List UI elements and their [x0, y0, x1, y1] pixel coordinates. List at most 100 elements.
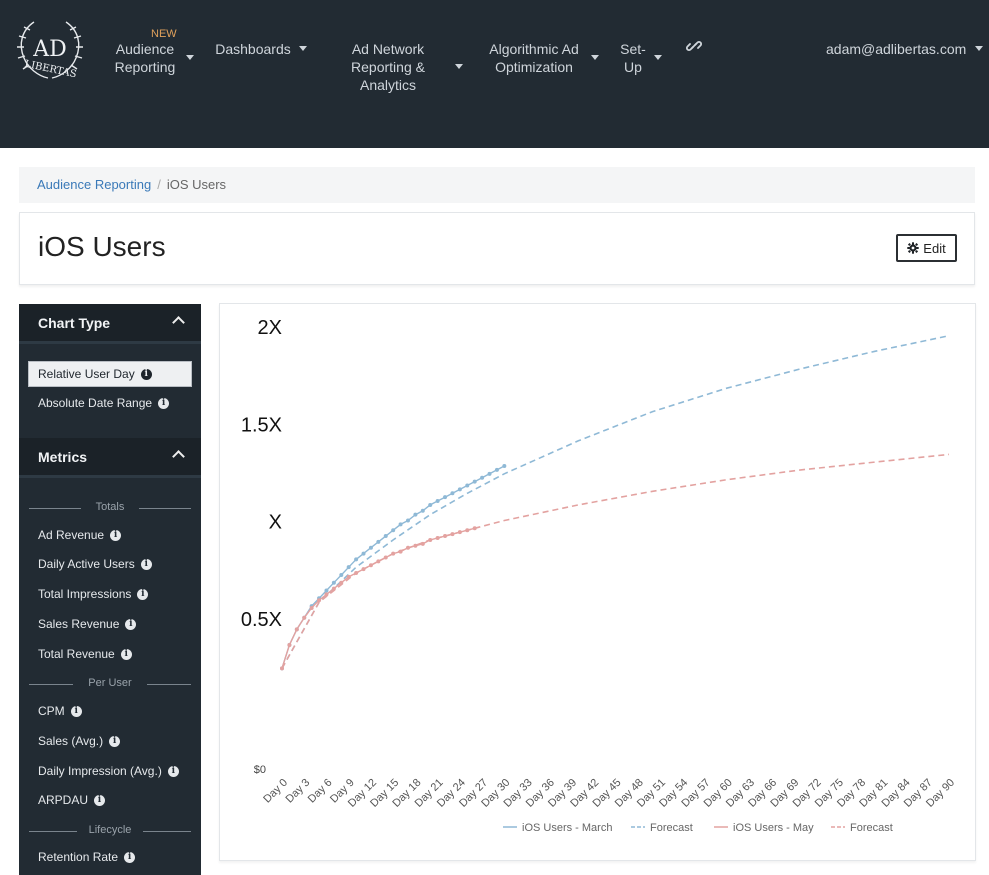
caret-down-icon[interactable] — [299, 46, 307, 51]
divider-line — [29, 831, 77, 832]
laurel-icon — [17, 21, 83, 79]
chart-type-absolute-date-range[interactable]: Absolute Date Range i — [38, 396, 170, 410]
metric-arpdau[interactable]: ARPDAU i — [38, 793, 106, 807]
nav-audience-reporting[interactable]: Audience Reporting — [113, 40, 177, 76]
data-point — [487, 471, 492, 476]
divider-line — [147, 684, 191, 685]
edit-button-label: Edit — [923, 240, 946, 256]
metric-total-impressions[interactable]: Total Impressions i — [38, 587, 149, 601]
metrics-section-header[interactable]: Metrics — [19, 438, 201, 478]
info-icon[interactable]: i — [110, 529, 122, 541]
y-tick-label: X — [269, 512, 282, 534]
data-point — [435, 499, 440, 504]
caret-down-icon[interactable] — [455, 64, 463, 69]
caret-down-icon[interactable] — [975, 46, 983, 51]
chart-type-section-header[interactable]: Chart Type — [19, 304, 201, 344]
data-point — [502, 464, 507, 469]
divider-line — [143, 831, 191, 832]
nav-item-label-line: Reporting & — [351, 59, 425, 75]
info-icon[interactable]: i — [109, 735, 121, 747]
caret-down-icon[interactable] — [591, 55, 599, 60]
data-point — [420, 508, 425, 513]
metric-cpm[interactable]: CPM i — [38, 704, 82, 718]
y-tick-label: 2X — [258, 317, 282, 339]
group-divider-lifecycle: Lifecycle — [29, 824, 191, 838]
info-icon[interactable]: i — [125, 618, 137, 630]
legend-label: iOS Users - March — [522, 822, 612, 834]
series-line — [281, 465, 505, 669]
legend-label: Forecast — [850, 822, 893, 834]
info-icon[interactable]: i — [94, 794, 106, 806]
metric-daily-active-users[interactable]: Daily Active Users i — [38, 557, 152, 571]
y-tick-label: $0 — [254, 764, 266, 776]
group-divider-totals: Totals — [29, 501, 191, 515]
group-divider-per-user: Per User — [29, 677, 191, 691]
divider-line — [29, 508, 81, 509]
nav-item-label-line: Analytics — [359, 77, 417, 93]
data-point — [472, 479, 477, 484]
data-point — [361, 551, 366, 556]
info-icon[interactable]: i — [70, 705, 82, 717]
y-tick-label: 0.5X — [241, 609, 282, 631]
nav-item-label-line: Dashboards — [215, 41, 291, 57]
metric-daily-impression-avg[interactable]: Daily Impression (Avg.) i — [38, 764, 179, 778]
info-icon[interactable]: i — [140, 558, 152, 570]
data-point — [450, 532, 455, 537]
info-icon[interactable]: i — [167, 765, 179, 777]
nav-algorithmic-ad-optimization[interactable]: Algorithmic Ad Optimization — [484, 40, 584, 76]
nav-dashboards[interactable]: Dashboards — [214, 40, 292, 58]
metric-label: Ad Revenue — [38, 528, 105, 542]
data-point — [494, 467, 499, 472]
x-tick-label: Day 0 — [261, 777, 290, 806]
gear-icon — [907, 242, 919, 254]
data-point — [450, 491, 455, 496]
caret-down-icon[interactable] — [186, 55, 194, 60]
x-tick-label: Day 6 — [306, 777, 335, 806]
metric-sales-revenue[interactable]: Sales Revenue i — [38, 617, 137, 631]
data-point — [368, 545, 373, 550]
breadcrumb-separator: / — [157, 177, 161, 192]
data-point — [317, 598, 322, 603]
metric-total-revenue[interactable]: Total Revenue i — [38, 647, 132, 661]
nav-ad-network-reporting[interactable]: Ad Network Reporting & Analytics — [345, 40, 431, 94]
metric-retention-rate[interactable]: Retention Rate i — [38, 850, 136, 864]
caret-down-icon[interactable] — [654, 55, 662, 60]
nav-item-label-line: Ad Network — [351, 41, 425, 57]
chart-type-relative-user-day[interactable]: Relative User Day i — [28, 361, 192, 387]
user-menu[interactable]: adam@adlibertas.com — [826, 40, 972, 58]
data-point — [383, 534, 388, 539]
data-point — [398, 522, 403, 527]
data-point — [465, 483, 470, 488]
metric-sales-avg[interactable]: Sales (Avg.) i — [38, 734, 121, 748]
breadcrumb-link-audience-reporting[interactable]: Audience Reporting — [37, 177, 152, 192]
metric-ad-revenue[interactable]: Ad Revenue i — [38, 528, 122, 542]
data-point — [413, 543, 418, 548]
data-point — [339, 572, 344, 577]
group-label: Totals — [95, 501, 125, 513]
series-line — [281, 334, 950, 669]
info-icon[interactable]: i — [140, 368, 152, 380]
user-email: adam@adlibertas.com — [826, 41, 967, 57]
edit-button[interactable]: Edit — [896, 234, 957, 262]
y-tick-label: 1.5X — [241, 414, 282, 436]
info-icon[interactable]: i — [124, 851, 136, 863]
chart-card: $0 0.5X X 1.5X 2X Day 0 Day 3 Day 6 Day 9 Day 12 D… — [219, 303, 976, 861]
chevron-up-icon — [172, 450, 185, 463]
nav-set-up[interactable]: Set- Up — [618, 40, 648, 76]
top-nav: AD LIBERTAS NEW Audience Reporting Dashb… — [0, 0, 989, 148]
logo[interactable]: AD LIBERTAS — [12, 14, 88, 84]
data-point — [331, 580, 336, 585]
page-title: iOS Users — [38, 231, 166, 262]
link-icon[interactable] — [686, 38, 702, 54]
info-icon[interactable]: i — [137, 588, 149, 600]
info-icon[interactable]: i — [158, 397, 170, 409]
group-label: Per User — [88, 677, 132, 689]
nav-item-label-line: Up — [624, 59, 642, 75]
data-point — [331, 586, 336, 591]
info-icon[interactable]: i — [120, 648, 132, 660]
nav-item-label-line: Algorithmic Ad — [489, 41, 579, 57]
chart-type-title: Chart Type — [38, 315, 111, 331]
data-point — [457, 487, 462, 492]
nav-item-label-line: Reporting — [114, 59, 176, 75]
nav-item-label-line: Optimization — [495, 59, 573, 75]
